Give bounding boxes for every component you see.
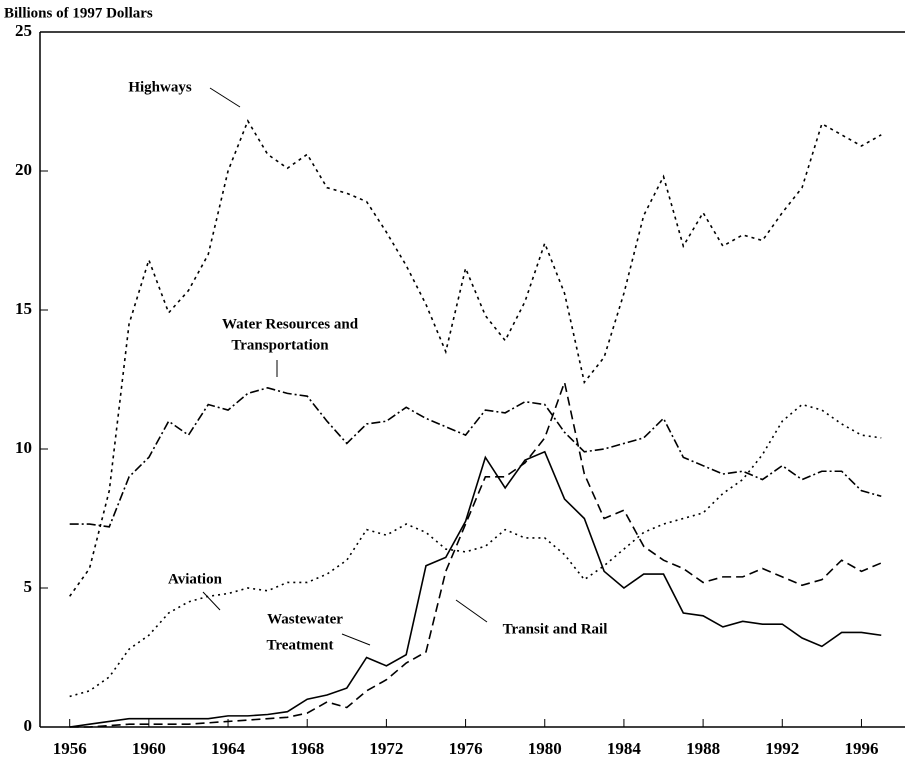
y-tick-label: 15 bbox=[15, 299, 32, 318]
x-tick-label: 1988 bbox=[686, 739, 720, 758]
series-line bbox=[69, 387, 882, 528]
x-tick-label: 1956 bbox=[53, 739, 87, 758]
y-tick-label: 10 bbox=[15, 438, 32, 457]
annotation: Transit and Rail bbox=[503, 621, 608, 637]
x-tick-label: 1984 bbox=[607, 739, 642, 758]
leader-line bbox=[202, 591, 221, 611]
annotation: Treatment bbox=[267, 637, 334, 653]
annotation: Wastewater bbox=[267, 611, 343, 627]
x-tick-label: 1980 bbox=[528, 739, 562, 758]
leader-line bbox=[455, 599, 488, 623]
y-tick-label: 0 bbox=[24, 716, 33, 735]
leader-line bbox=[341, 633, 371, 646]
annotation: Water Resources and bbox=[222, 316, 359, 332]
series-line bbox=[69, 119, 882, 597]
series-line bbox=[69, 403, 882, 698]
y-tick-label: 20 bbox=[15, 160, 32, 179]
x-tick-label: 1976 bbox=[449, 739, 483, 758]
annotation: Aviation bbox=[168, 571, 223, 587]
x-tick-label: 1996 bbox=[844, 739, 878, 758]
x-tick-label: 1992 bbox=[765, 739, 799, 758]
series-line bbox=[69, 450, 882, 728]
leader-line bbox=[209, 87, 241, 108]
y-tick-label: 5 bbox=[24, 577, 33, 596]
annotation: Transportation bbox=[231, 337, 329, 353]
annotation: Highways bbox=[128, 79, 192, 95]
y-axis-label: Billions of 1997 Dollars bbox=[4, 5, 153, 21]
x-tick-label: 1960 bbox=[132, 739, 166, 758]
x-tick-label: 1964 bbox=[211, 739, 246, 758]
y-tick-label: 25 bbox=[15, 21, 32, 40]
x-tick-label: 1972 bbox=[369, 739, 403, 758]
x-tick-label: 1968 bbox=[290, 739, 324, 758]
series-line bbox=[69, 379, 882, 728]
